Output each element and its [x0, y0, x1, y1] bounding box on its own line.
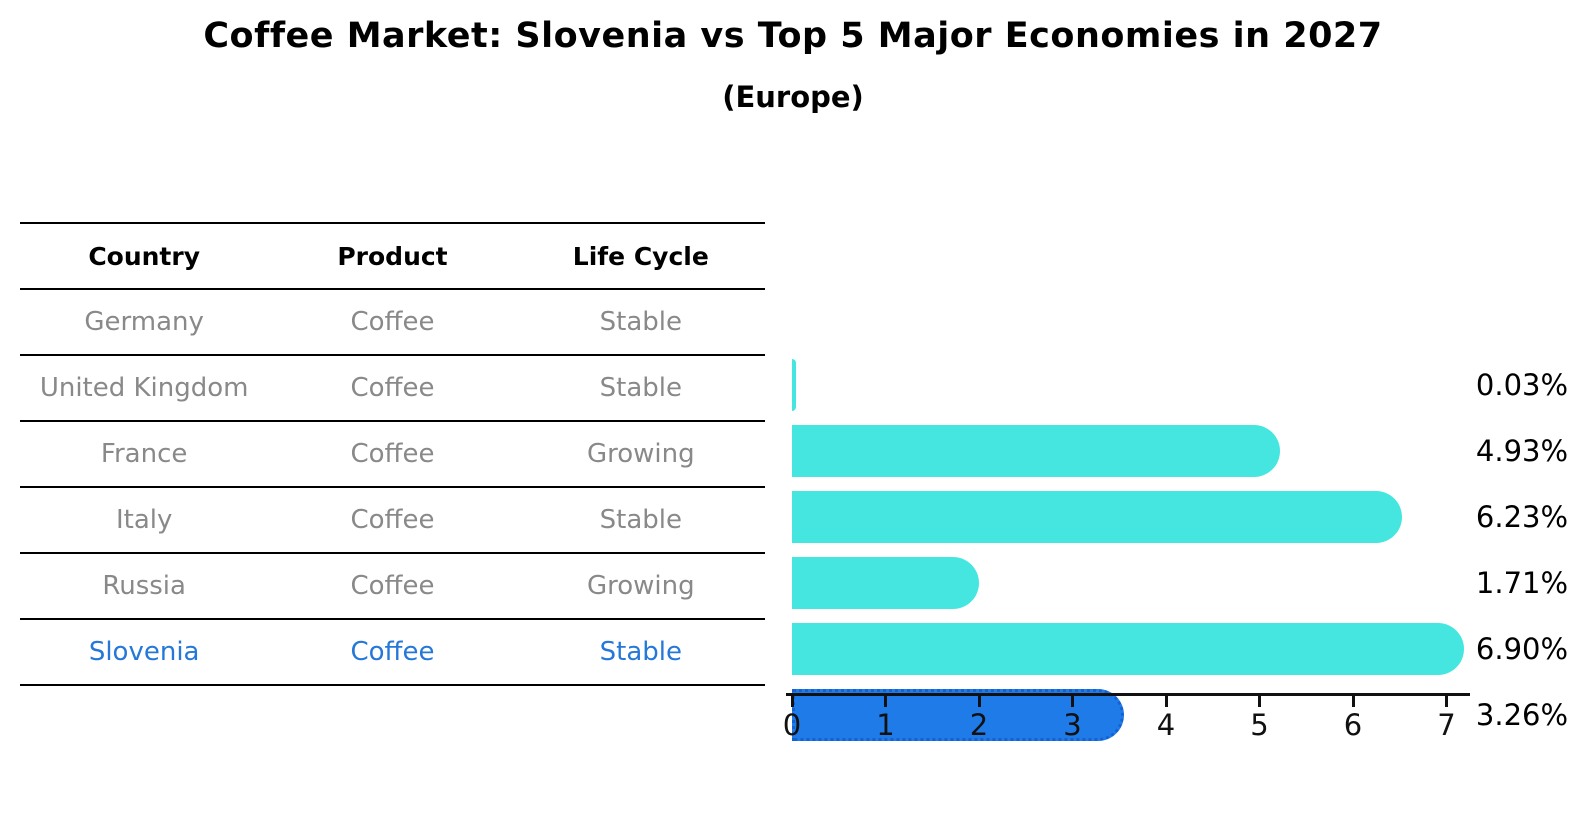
cell-product: Coffee — [350, 571, 435, 601]
table-header-row: Country Product Life Cycle — [20, 224, 765, 290]
cell-country: Slovenia — [88, 637, 200, 667]
bar-slovenia — [792, 689, 1124, 741]
x-tick-label: 0 — [782, 708, 802, 742]
x-tick-label: 6 — [1343, 708, 1363, 742]
table-row-united-kingdom: United Kingdom Coffee Stable — [20, 356, 765, 422]
table-row-italy: Italy Coffee Stable — [20, 488, 765, 554]
x-tick-mark — [1258, 696, 1261, 707]
chart-subtitle: (Europe) — [722, 80, 864, 114]
x-tick-label: 5 — [1250, 708, 1269, 742]
x-tick-mark — [1445, 696, 1448, 707]
bar-united-kingdom — [792, 425, 1280, 477]
cell-lifecycle: Stable — [599, 637, 682, 667]
header-country: Country — [88, 241, 201, 271]
cell-country: France — [100, 439, 188, 469]
country-table: Country Product Life Cycle Germany Coffe… — [20, 222, 765, 686]
x-tick-label: 4 — [1156, 708, 1176, 742]
value-label-germany: 0.03% — [1475, 368, 1569, 402]
table-row-france: France Coffee Growing — [20, 422, 765, 488]
cell-country: United Kingdom — [39, 373, 249, 403]
cell-product: Coffee — [350, 637, 435, 667]
x-tick-mark — [977, 696, 981, 707]
cell-country: Germany — [84, 307, 204, 337]
x-tick-label: 7 — [1437, 708, 1456, 742]
x-axis-line — [786, 693, 1470, 696]
cell-product: Coffee — [350, 505, 435, 535]
x-tick-mark — [1351, 696, 1355, 707]
header-product: Product — [337, 241, 448, 271]
x-tick-label: 1 — [876, 708, 895, 742]
bar-italy — [792, 557, 979, 609]
x-tick-mark — [1164, 696, 1168, 707]
cell-lifecycle: Stable — [599, 373, 682, 403]
cell-lifecycle: Stable — [599, 505, 682, 535]
value-label-slovenia: 3.26% — [1475, 698, 1569, 732]
bar-russia — [792, 623, 1465, 675]
header-lifecycle: Life Cycle — [572, 241, 709, 271]
value-label-france: 6.23% — [1475, 500, 1569, 534]
cell-product: Coffee — [350, 307, 435, 337]
cell-lifecycle: Growing — [586, 439, 695, 469]
table-row-germany: Germany Coffee Stable — [20, 290, 765, 356]
cell-product: Coffee — [350, 439, 435, 469]
bar-france — [792, 491, 1402, 543]
x-tick-mark — [1071, 696, 1074, 707]
bar-germany — [792, 359, 796, 411]
x-tick-label: 3 — [1063, 708, 1082, 742]
x-tick-label: 2 — [969, 708, 989, 742]
cell-lifecycle: Growing — [586, 571, 695, 601]
chart-title: Coffee Market: Slovenia vs Top 5 Major E… — [203, 16, 1383, 56]
x-tick-mark — [790, 696, 794, 707]
cell-country: Russia — [102, 571, 186, 601]
cell-lifecycle: Stable — [599, 307, 682, 337]
x-tick-mark — [884, 696, 887, 707]
cell-country: Italy — [115, 505, 173, 535]
value-label-russia: 6.90% — [1475, 632, 1569, 666]
value-label-italy: 1.71% — [1475, 566, 1569, 600]
cell-product: Coffee — [350, 373, 435, 403]
table-row-slovenia: Slovenia Coffee Stable — [20, 620, 765, 686]
value-label-united-kingdom: 4.93% — [1475, 434, 1569, 468]
table-row-russia: Russia Coffee Growing — [20, 554, 765, 620]
